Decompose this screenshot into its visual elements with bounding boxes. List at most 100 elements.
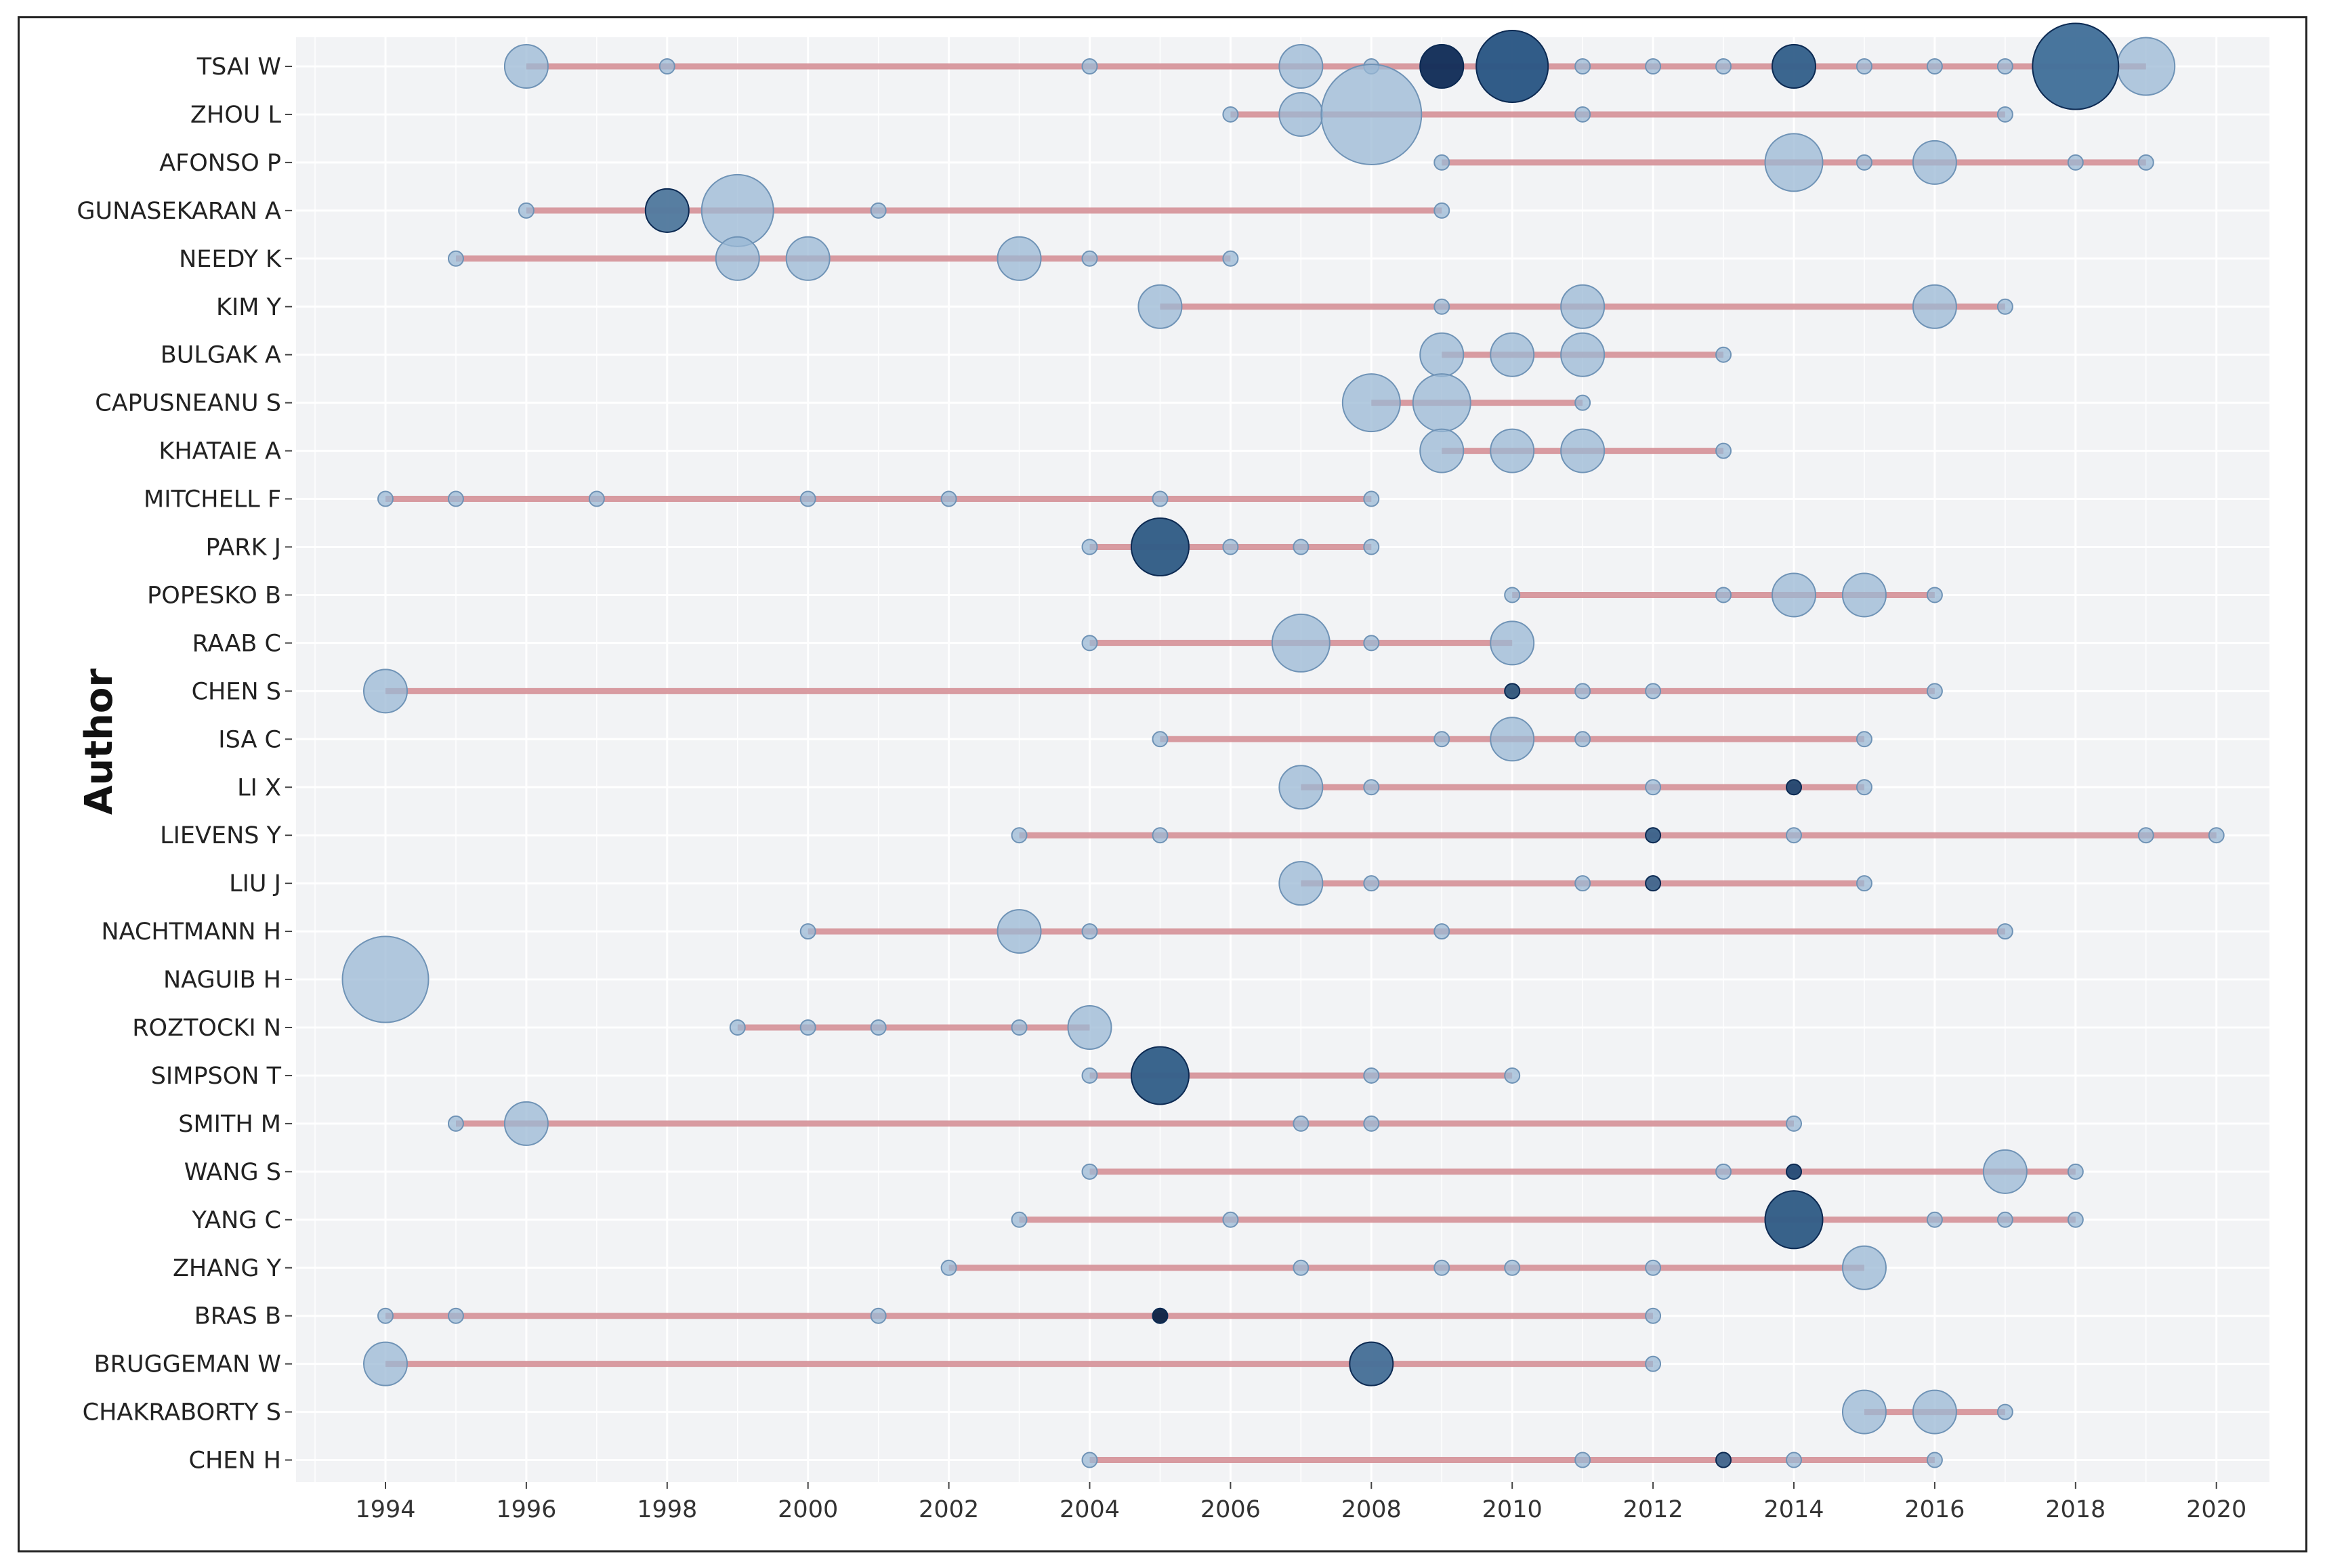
publication-point <box>1574 1452 1591 1468</box>
publication-point <box>1715 346 1732 363</box>
publication-point <box>1982 1149 2028 1194</box>
publication-point-highlight <box>644 188 690 233</box>
publication-point <box>1293 1115 1310 1132</box>
publication-point <box>870 1019 887 1036</box>
x-tick-label: 2016 <box>1904 1496 1965 1523</box>
author-label: CHEN S <box>192 678 281 705</box>
author-label: ROZTOCKI N <box>132 1015 281 1042</box>
publication-point <box>870 1307 887 1324</box>
publication-point <box>715 236 760 281</box>
publication-point <box>785 236 831 281</box>
publication-point <box>1433 202 1450 219</box>
publication-point <box>1645 683 1662 700</box>
publication-point <box>2208 827 2225 844</box>
publication-point <box>1574 683 1591 700</box>
publication-point <box>1645 1259 1662 1276</box>
publication-point <box>1912 140 1957 185</box>
publication-point-highlight <box>1764 1190 1824 1250</box>
publication-point-highlight <box>1349 1341 1394 1386</box>
author-label: BRUGGEMAN W <box>94 1351 281 1378</box>
x-tick-label: 2008 <box>1341 1496 1402 1523</box>
author-label: LI X <box>237 774 281 801</box>
publication-point <box>1222 106 1239 123</box>
author-label: GUNASEKARAN A <box>77 198 281 225</box>
publication-point <box>1856 58 1872 75</box>
publication-point <box>1912 284 1957 329</box>
publication-point <box>1419 428 1465 473</box>
publication-point <box>1081 1163 1098 1180</box>
author-label: MITCHELL F <box>144 486 281 513</box>
author-label: LIEVENS Y <box>160 822 282 849</box>
publication-point <box>447 1115 464 1132</box>
publication-point <box>1152 731 1169 748</box>
publication-point <box>1081 1067 1098 1084</box>
publication-point-highlight <box>1419 44 1465 89</box>
publication-point <box>2116 37 2176 96</box>
author-label: ZHANG Y <box>173 1255 282 1282</box>
publication-point <box>799 1019 816 1036</box>
publication-point <box>1764 133 1824 192</box>
x-tick-label: 2002 <box>919 1496 979 1523</box>
publication-point <box>1856 779 1872 796</box>
publication-point <box>1363 490 1380 507</box>
publication-point <box>363 669 408 714</box>
publication-point <box>1011 1019 1028 1036</box>
y-axis-title: Author <box>77 669 121 815</box>
publication-point <box>1293 538 1310 555</box>
publication-point <box>1081 923 1098 940</box>
author-label: AFONSO P <box>159 150 281 177</box>
publication-point <box>1996 298 2013 315</box>
publication-point <box>503 1101 549 1146</box>
author-label: NACHTMANN H <box>101 918 281 946</box>
author-label: SIMPSON T <box>151 1063 282 1090</box>
publication-point <box>1841 1245 1887 1290</box>
publication-point <box>1574 394 1591 411</box>
publication-point <box>1433 731 1450 748</box>
x-tick-label: 1998 <box>637 1496 697 1523</box>
publication-point <box>1645 1355 1662 1372</box>
x-axis: 1994 1996 1998 2000 2002 2004 2006 2008 2010 2012… <box>355 1482 2246 1523</box>
publication-point <box>588 490 605 507</box>
author-label: RAAB C <box>192 630 281 657</box>
publication-point <box>1715 442 1732 459</box>
publication-point <box>1278 44 1324 89</box>
author-label: ZHOU L <box>190 102 282 129</box>
publication-point <box>1996 1403 2013 1420</box>
publication-point <box>2067 154 2084 171</box>
publication-point <box>341 935 430 1023</box>
publication-point <box>1341 373 1401 433</box>
publication-point <box>1081 635 1098 652</box>
publication-point <box>1560 428 1606 473</box>
publication-point <box>1363 875 1380 892</box>
publication-point <box>1363 635 1380 652</box>
publication-point-highlight <box>2032 22 2120 110</box>
publication-point <box>1412 373 1471 433</box>
author-label: NEEDY K <box>179 246 282 273</box>
publication-point <box>1278 861 1324 906</box>
publication-point <box>1490 717 1535 762</box>
publication-point <box>1926 58 1943 75</box>
publication-point <box>1912 1389 1957 1435</box>
publication-point <box>1996 58 2013 75</box>
x-tick-label: 2012 <box>1623 1496 1683 1523</box>
author-label: PARK J <box>205 534 281 561</box>
publication-point <box>1574 58 1591 75</box>
publication-point-highlight <box>1130 517 1190 576</box>
publication-point <box>940 1259 957 1276</box>
publication-point <box>1490 620 1535 666</box>
author-label: TSAI W <box>196 54 281 81</box>
publication-point <box>1856 731 1872 748</box>
publication-point <box>1996 1211 2013 1228</box>
publication-point <box>1504 587 1521 603</box>
x-tick-label: 1994 <box>355 1496 415 1523</box>
publication-point <box>1320 63 1423 165</box>
x-tick-label: 2010 <box>1482 1496 1543 1523</box>
publication-point <box>1926 1211 1943 1228</box>
x-tick-label: 2004 <box>1060 1496 1120 1523</box>
plot-panel <box>296 37 2269 1482</box>
publication-point <box>658 58 675 75</box>
x-tick-label: 2020 <box>2186 1496 2246 1523</box>
publication-point <box>799 923 816 940</box>
author-label: KIM Y <box>216 294 282 321</box>
publication-point <box>729 1019 746 1036</box>
